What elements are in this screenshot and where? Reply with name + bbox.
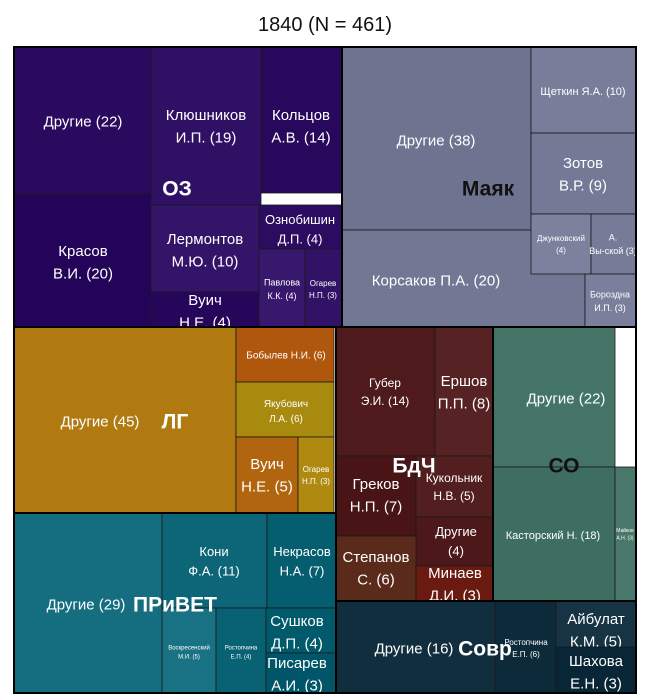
treemap-cell (555, 646, 637, 694)
cell-label: Щеткин Я.А. (10) (540, 86, 625, 98)
treemap-cell (530, 213, 592, 275)
treemap-cell (494, 600, 557, 694)
treemap-cell (13, 326, 237, 514)
cell-label: Ершов П.П. (8) (438, 373, 490, 413)
cell-label: Другие (22) (44, 113, 123, 130)
treemap-cell (260, 46, 343, 194)
cell-label: Воскресенский М.И. (5) (168, 645, 210, 661)
group-label: ЛГ (162, 410, 189, 433)
cell-label: Якубович Л.А. (6) (264, 398, 308, 425)
treemap-cell (530, 46, 637, 134)
cell-label: Кольцов А.В. (14) (271, 107, 330, 147)
cell-label: Сушков Д.П. (4) (270, 613, 323, 653)
group-label: Совр (458, 637, 512, 660)
cell-label: Лермонтов М.Ю. (10) (167, 231, 244, 271)
group-3: Губер Э.И. (14) Ершов П.П. (8) Греков Н.П. (7… (335, 326, 494, 605)
treemap-cell (341, 46, 532, 231)
cell-label: Огарев Н.П. (3) (302, 465, 330, 486)
chart-title: 1840 (N = 461) (258, 14, 392, 36)
cell-label: Другие (16) (375, 640, 454, 657)
group-6: Другие (16) Ростопчина Е.П. (6) Айбулат К.М.… (335, 600, 637, 694)
treemap-cell (555, 600, 637, 648)
treemap-cell (415, 516, 494, 567)
group-label: ПРиВЕТ (133, 593, 217, 616)
cell-label: Ростопчина Е.П. (6) (504, 638, 548, 659)
group-5: Другие (29) Кони Ф.А. (11) Некрасов Н.А. (7)… (13, 512, 337, 695)
treemap-cell (297, 436, 335, 514)
cell-label: Павлова К.К. (4) (264, 277, 300, 301)
cell-label: Кони Ф.А. (11) (188, 544, 240, 579)
treemap-cell (530, 132, 637, 215)
treemap-cell (614, 466, 637, 602)
cell-label: Кукольник Н.В. (5) (426, 471, 483, 503)
treemap-cell (265, 652, 337, 694)
cell-label: Клюшников И.П. (19) (166, 107, 247, 147)
cell-label: Касторский Н. (18) (506, 530, 600, 542)
cell-label: Писарев А.И. (3) (267, 655, 327, 695)
cell-label: Ростопчина Е.П. (4) (225, 646, 258, 661)
cell-label: Другие (38) (397, 132, 476, 149)
treemap-cell (235, 381, 335, 438)
treemap-cell (235, 436, 299, 514)
cell-label: Зотов В.Р. (9) (559, 155, 607, 195)
cell-label: Бороздна И.П. (3) (590, 289, 630, 313)
cell-label: Другие (29) (47, 596, 126, 613)
group-label: БдЧ (392, 454, 435, 477)
treemap-cell (335, 326, 436, 457)
cell-label: Джунковский (4) (537, 234, 585, 255)
group-4: Другие (22) Касторский Н. (18) Майков А.Н. … (492, 326, 637, 602)
cell-label: Другие (45) (61, 413, 140, 430)
treemap-cell (304, 248, 343, 328)
treemap-cell (258, 248, 306, 328)
treemap-cell (150, 46, 262, 206)
treemap-cell (335, 535, 417, 602)
cell-label: Другие (4) (435, 524, 477, 559)
group-0: Другие (22) Красов В.И. (20) Клюшников И.П. … (13, 46, 343, 332)
cell-label: Некрасов Н.А. (7) (273, 544, 331, 579)
cell-label: Майков А.Н. (3) (616, 527, 634, 542)
treemap-cell (492, 326, 616, 468)
cell-label: Красов В.И. (20) (53, 243, 113, 283)
treemap-cell (434, 326, 494, 457)
cell-label: Айбулат К.М. (5) (567, 611, 625, 651)
group-1: Другие (38) Корсаков П.А. (20) Щеткин Я.А.… (341, 46, 637, 328)
cell-label: Другие (22) (527, 390, 606, 407)
group-label: Маяк (462, 177, 515, 200)
cell-label: Шахова Е.Н. (3) (569, 653, 624, 693)
treemap-cell (335, 455, 417, 537)
group-2: Другие (45) Бобылев Н.И. (6) Якубович Л.А. … (13, 326, 337, 514)
group-label: СО (549, 454, 580, 477)
group-outline (335, 600, 637, 694)
treemap-cell (492, 466, 616, 602)
group-label: ОЗ (162, 177, 192, 200)
treemap-cell (335, 600, 496, 694)
treemap-cell (150, 291, 260, 328)
treemap-cell (584, 273, 637, 328)
treemap-cell (13, 193, 152, 328)
treemap-cell (150, 204, 260, 293)
cell-label: Губер Э.И. (14) (361, 376, 410, 408)
treemap-cell (235, 326, 335, 383)
cell-label: Греков Н.П. (7) (350, 476, 402, 516)
cell-label: Степанов С. (6) (343, 549, 410, 589)
cell-label: Огарев Н.П. (3) (309, 279, 337, 300)
treemap-cell (590, 213, 637, 275)
treemap-cell (266, 512, 337, 609)
cell-label: Вуич Н.Е. (5) (241, 456, 293, 496)
cell-label: А. Вы-ской (3) (589, 232, 637, 256)
treemap-cell (258, 204, 343, 250)
cell-label: Бобылев Н.И. (6) (246, 350, 326, 362)
cell-label: Корсаков П.А. (20) (372, 272, 500, 289)
cell-label: Ознобишин Д.П. (4) (265, 212, 335, 247)
